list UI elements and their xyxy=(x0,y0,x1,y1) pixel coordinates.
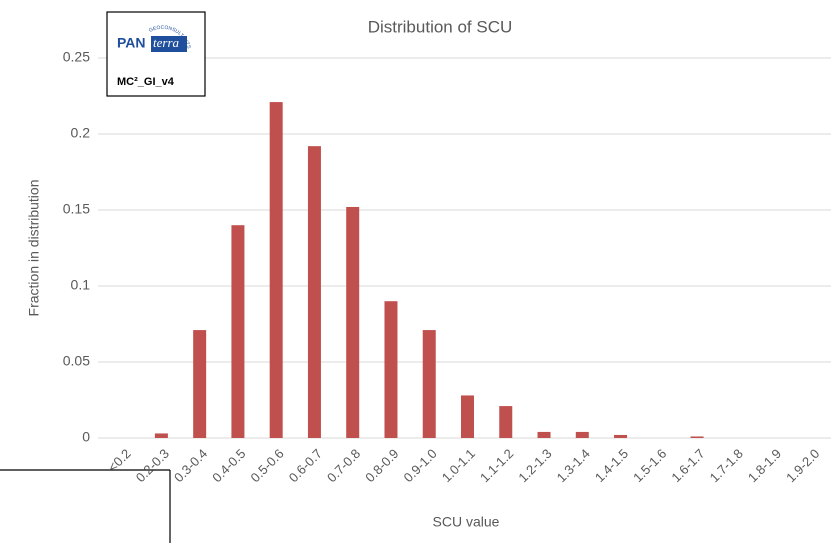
bar xyxy=(346,206,360,438)
bar xyxy=(499,406,513,438)
x-tick-label: 0.7-0.8 xyxy=(324,446,363,485)
bar xyxy=(614,434,628,438)
bar xyxy=(422,330,436,438)
x-tick-label: 1.3-1.4 xyxy=(554,446,593,485)
bar xyxy=(269,102,283,438)
x-tick-label: 1.4-1.5 xyxy=(592,446,631,485)
y-tick-label: 0.15 xyxy=(63,201,90,217)
x-tick-label: 1.0-1.1 xyxy=(439,446,478,485)
y-axis-title: Fraction in distribution xyxy=(26,180,42,317)
bar xyxy=(154,433,168,438)
x-tick-label: 1.1-1.2 xyxy=(477,446,516,485)
logo-box xyxy=(106,11,206,97)
y-tick-label: 0.1 xyxy=(71,277,91,293)
bar xyxy=(384,301,398,438)
x-axis-title: SCU value xyxy=(433,514,500,530)
chart-title: Distribution of SCU xyxy=(368,17,513,36)
x-tick-label: 1.5-1.6 xyxy=(630,446,669,485)
x-tick-label: 1.9-2.0 xyxy=(783,446,822,485)
bar xyxy=(193,330,207,438)
x-tick-label: 0.2-0.3 xyxy=(133,446,172,485)
y-tick-label: 0.2 xyxy=(71,125,91,141)
x-tick-label: 0.6-0.7 xyxy=(286,446,325,485)
bar xyxy=(231,225,245,438)
bar xyxy=(575,431,589,438)
y-tick-label: 0.05 xyxy=(63,353,90,369)
bar xyxy=(307,146,321,438)
y-tick-label: 0 xyxy=(82,429,90,445)
x-tick-label: 0.8-0.9 xyxy=(362,446,401,485)
logo-terra: terra xyxy=(153,35,180,50)
x-tick-label: 0.9-1.0 xyxy=(401,446,440,485)
y-tick-label: 0.25 xyxy=(63,49,90,65)
bar xyxy=(461,395,474,438)
logo-label: MC²_GI_v4 xyxy=(117,76,175,88)
x-tick-label: 0.4-0.5 xyxy=(209,446,248,485)
logo-pan: PAN xyxy=(117,35,146,51)
x-tick-label: 1.2-1.3 xyxy=(515,446,554,485)
x-tick-label: 1.8-1.9 xyxy=(745,446,784,485)
x-tick-label: 0.5-0.6 xyxy=(248,446,287,485)
bar xyxy=(537,431,551,438)
bar xyxy=(690,436,704,438)
x-tick-label: 1.7-1.8 xyxy=(707,446,746,485)
logo: PAN terra GEOCONSULTANTS MC²_GI_v4 xyxy=(106,11,206,97)
x-tick-label: 0.3-0.4 xyxy=(171,446,210,485)
logo-terra-bg xyxy=(151,36,187,52)
x-tick-label: 1.6-1.7 xyxy=(668,446,707,485)
